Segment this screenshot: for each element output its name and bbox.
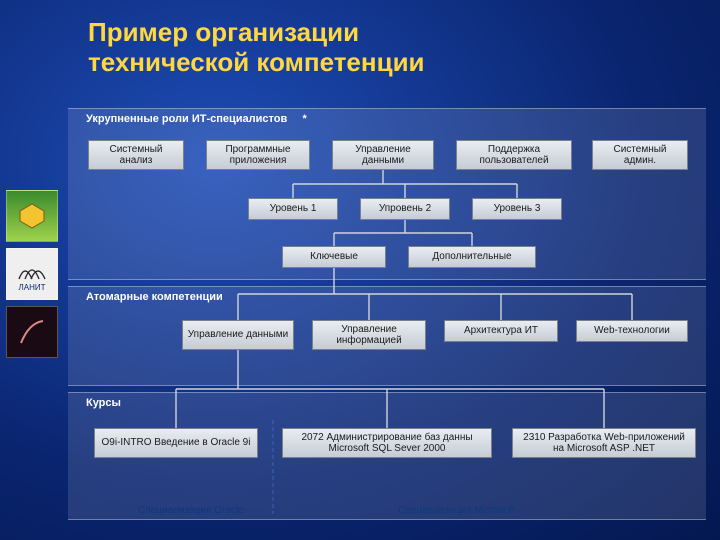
logo-emblem — [6, 190, 58, 242]
node-n9: Ключевые — [282, 246, 386, 268]
node-n10: Дополнительные — [408, 246, 536, 268]
node-n6: Уровень 1 — [248, 198, 338, 220]
node-n8: Уровень 3 — [472, 198, 562, 220]
node-n5: Системный админ. — [592, 140, 688, 170]
node-n13: Архитектура ИТ — [444, 320, 558, 342]
node-n17: 2310 Разработка Web-приложений на Micros… — [512, 428, 696, 458]
node-n4: Поддержка пользователей — [456, 140, 572, 170]
title-line-2: технической компетенции — [88, 47, 425, 77]
node-n7: Упровень 2 — [360, 198, 450, 220]
logo-dark — [6, 306, 58, 358]
node-n15: O9i-INTRO Введение в Oracle 9i — [94, 428, 258, 458]
node-n11: Управление данными — [182, 320, 294, 350]
slide-title: Пример организации технической компетенц… — [0, 0, 720, 92]
node-n2: Программные приложения — [206, 140, 310, 170]
node-n14: Web-технологии — [576, 320, 688, 342]
node-n16: 2072 Администрирование баз данны Microso… — [282, 428, 492, 458]
node-n1: Системный анализ — [88, 140, 184, 170]
logo-strip: ЛАНИТ — [6, 190, 62, 358]
node-n12: Управление информацией — [312, 320, 426, 350]
title-line-1: Пример организации — [88, 17, 359, 47]
logo-lanit: ЛАНИТ — [6, 248, 58, 300]
node-n3: Управление данными — [332, 140, 434, 170]
nodes-layer: Системный анализ Программные приложения Уп… — [68, 108, 706, 528]
